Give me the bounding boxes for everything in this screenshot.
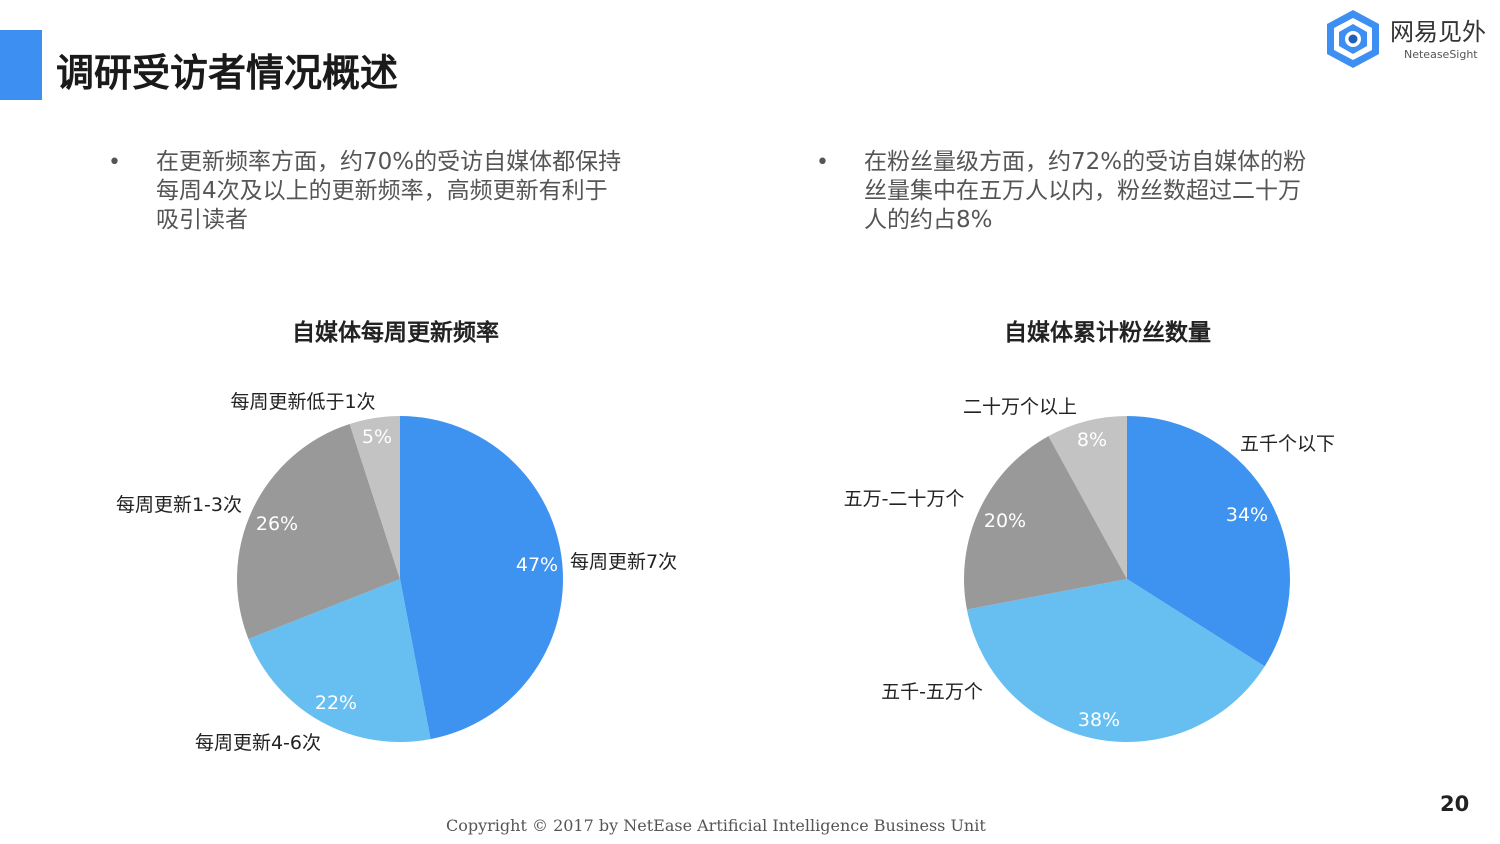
pie-slice xyxy=(248,579,431,742)
slice-value-label: 38% xyxy=(1078,709,1120,731)
pie-slice xyxy=(964,436,1127,610)
pie-slice xyxy=(1048,416,1127,579)
pie-slice xyxy=(349,416,400,579)
bullet-point-right: • xyxy=(816,150,829,175)
summary-line: 人的约占8% xyxy=(864,207,993,233)
summary-line: 丝量集中在五万人以内，粉丝数超过二十万 xyxy=(864,178,1301,204)
summary-line: 吸引读者 xyxy=(156,207,248,233)
slice-value-label: 5% xyxy=(362,426,392,448)
slice-category-label: 二十万个以上 xyxy=(963,396,1077,418)
title-accent-bar xyxy=(0,30,42,100)
logo-subtitle: NeteaseSight xyxy=(1404,48,1478,61)
pie-slice xyxy=(966,579,1265,742)
bullet-point-left: • xyxy=(108,150,121,175)
pie-slice xyxy=(236,423,400,640)
page-number: 20 xyxy=(1440,792,1470,816)
summary-text-update-frequency: 在更新频率方面，约70%的受访自媒体都保持 每周4次及以上的更新频率，高频更新有… xyxy=(156,148,621,235)
slice-value-label: 26% xyxy=(256,513,298,535)
slice-category-label: 五千个以下 xyxy=(1240,433,1335,455)
slice-category-label: 每周更新低于1次 xyxy=(230,391,375,413)
page-title: 调研受访者情况概述 xyxy=(56,51,399,95)
slice-category-label: 五千-五万个 xyxy=(881,681,983,703)
pie-slice xyxy=(1127,416,1291,667)
chart-title-follower-count: 自媒体累计粉丝数量 xyxy=(1004,320,1211,346)
slice-category-label: 每周更新1-3次 xyxy=(116,494,242,516)
pie-slice xyxy=(400,416,563,740)
eye-logo-icon xyxy=(1327,10,1379,68)
slice-value-label: 22% xyxy=(315,692,357,714)
slice-value-label: 8% xyxy=(1077,429,1107,451)
slice-category-label: 每周更新7次 xyxy=(570,551,677,573)
slice-value-label: 47% xyxy=(516,554,558,576)
slice-value-label: 20% xyxy=(984,510,1026,532)
summary-line: 在更新频率方面，约70%的受访自媒体都保持 xyxy=(156,149,622,175)
slice-category-label: 五万-二十万个 xyxy=(844,488,965,510)
summary-line: 每周4次及以上的更新频率，高频更新有利于 xyxy=(156,178,608,204)
slice-value-label: 34% xyxy=(1226,504,1268,526)
chart-title-update-frequency: 自媒体每周更新频率 xyxy=(292,320,499,346)
logo-name: 网易见外 xyxy=(1390,18,1486,46)
copyright-footer: Copyright © 2017 by NetEase Artificial I… xyxy=(446,816,986,835)
netease-sight-logo: 网易见外 NeteaseSight xyxy=(1322,8,1494,70)
slice-category-label: 每周更新4-6次 xyxy=(195,732,321,754)
summary-line: 在粉丝量级方面，约72%的受访自媒体的粉 xyxy=(864,149,1307,175)
summary-text-follower-count: 在粉丝量级方面，约72%的受访自媒体的粉 丝量集中在五万人以内，粉丝数超过二十万… xyxy=(864,148,1306,235)
